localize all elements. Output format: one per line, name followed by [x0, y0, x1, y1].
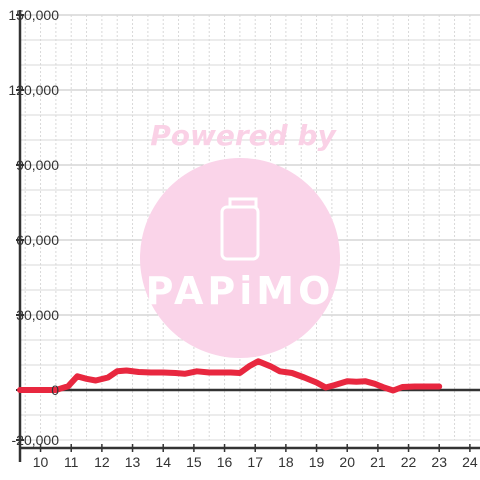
data-point [239, 372, 241, 374]
x-tick-label: 17 [247, 454, 263, 470]
data-point [55, 389, 57, 391]
watermark-text: Powered by [150, 119, 337, 152]
data-point [184, 373, 186, 375]
x-tick-label: 19 [309, 454, 325, 470]
data-point [95, 380, 97, 381]
x-tick-label: 18 [278, 454, 294, 470]
data-point [334, 384, 336, 386]
data-point [150, 372, 152, 373]
data-point [248, 365, 250, 367]
data-point [125, 370, 127, 371]
x-tick-label: 15 [186, 454, 202, 470]
data-point [316, 382, 318, 383]
watermark-logo-text: PAPiMO [146, 269, 335, 313]
data-point [116, 370, 118, 372]
data-point [174, 372, 176, 374]
x-tick-label: 24 [462, 454, 478, 470]
x-tick-label: 10 [33, 454, 49, 470]
x-tick-label: 14 [155, 454, 171, 470]
data-point [107, 377, 109, 378]
data-point [414, 386, 416, 387]
series-line [17, 358, 443, 394]
data-point [40, 389, 42, 391]
data-point [208, 372, 210, 373]
x-tick-label: 11 [64, 454, 79, 470]
data-point [325, 387, 327, 388]
series [17, 358, 443, 394]
data-point [230, 372, 232, 373]
phone-icon [220, 197, 260, 261]
data-point [426, 386, 428, 387]
data-point [303, 377, 305, 378]
data-point [346, 380, 348, 382]
x-tick-label: 13 [125, 454, 141, 470]
data-point [383, 387, 385, 388]
y-tick-label: 0 [51, 382, 59, 398]
y-tick-label: 120,000 [8, 82, 59, 98]
data-point [196, 370, 198, 372]
data-point [67, 385, 69, 387]
y-tick-label: 90,000 [16, 157, 59, 173]
data-point [76, 375, 78, 377]
data-point [257, 360, 259, 362]
data-point [138, 371, 140, 373]
x-tick-label: 22 [401, 454, 417, 470]
x-tick-label: 16 [217, 454, 233, 470]
data-point [392, 390, 394, 391]
data-point [365, 380, 367, 382]
data-point [374, 383, 376, 385]
data-point [291, 372, 293, 374]
data-point [270, 365, 272, 367]
watermark: Powered by PAPiMO [140, 119, 340, 358]
data-point [438, 386, 440, 387]
y-tick-label: 60,000 [16, 232, 59, 248]
data-point [162, 372, 164, 373]
axes [16, 10, 480, 462]
data-point [355, 381, 357, 383]
data-point [279, 370, 281, 372]
data-point [19, 389, 21, 391]
y-tick-label: 30,000 [16, 307, 59, 323]
tick-labels: -20,000 0 30,000 60,000 90,000 120,000 150,000… [8, 7, 477, 470]
y-tick-label: -20,000 [12, 432, 60, 448]
y-tick-label: 150,000 [8, 7, 59, 23]
x-tick-label: 21 [370, 454, 386, 470]
x-tick-label: 12 [94, 454, 110, 470]
data-point [86, 378, 88, 380]
data-point [401, 386, 403, 388]
data-point [217, 372, 219, 373]
x-tick-label: 23 [431, 454, 447, 470]
x-tick-label: 20 [339, 454, 355, 470]
